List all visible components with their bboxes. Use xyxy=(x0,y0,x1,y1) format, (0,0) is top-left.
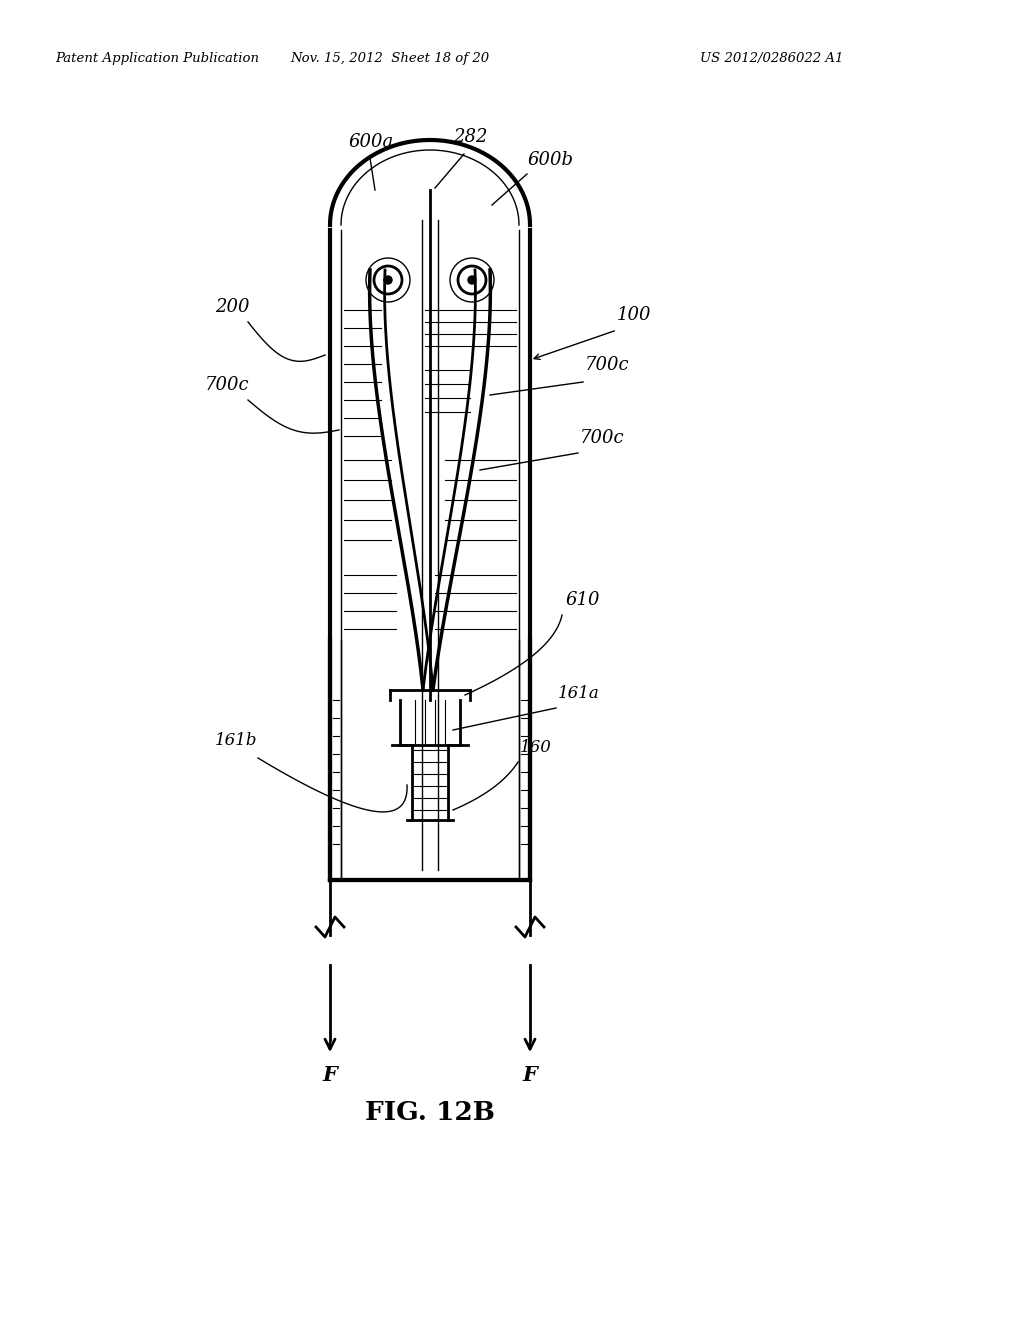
Text: 700c: 700c xyxy=(580,429,625,447)
Text: 160: 160 xyxy=(520,739,552,756)
Text: US 2012/0286022 A1: US 2012/0286022 A1 xyxy=(700,51,844,65)
Text: F: F xyxy=(522,1065,538,1085)
Circle shape xyxy=(384,276,392,284)
Text: 161a: 161a xyxy=(558,685,600,702)
Text: 600b: 600b xyxy=(527,150,573,169)
Text: 161b: 161b xyxy=(215,733,257,748)
Text: Nov. 15, 2012  Sheet 18 of 20: Nov. 15, 2012 Sheet 18 of 20 xyxy=(291,51,489,65)
Circle shape xyxy=(468,276,476,284)
Text: 700c: 700c xyxy=(585,356,630,374)
Text: Patent Application Publication: Patent Application Publication xyxy=(55,51,259,65)
Text: 100: 100 xyxy=(617,306,651,323)
Text: 600a: 600a xyxy=(348,133,393,150)
Text: 610: 610 xyxy=(565,591,599,609)
Text: 282: 282 xyxy=(453,128,487,147)
Text: FIG. 12B: FIG. 12B xyxy=(365,1100,495,1125)
Text: F: F xyxy=(323,1065,338,1085)
Text: 200: 200 xyxy=(215,298,250,315)
Text: 700c: 700c xyxy=(205,376,250,393)
